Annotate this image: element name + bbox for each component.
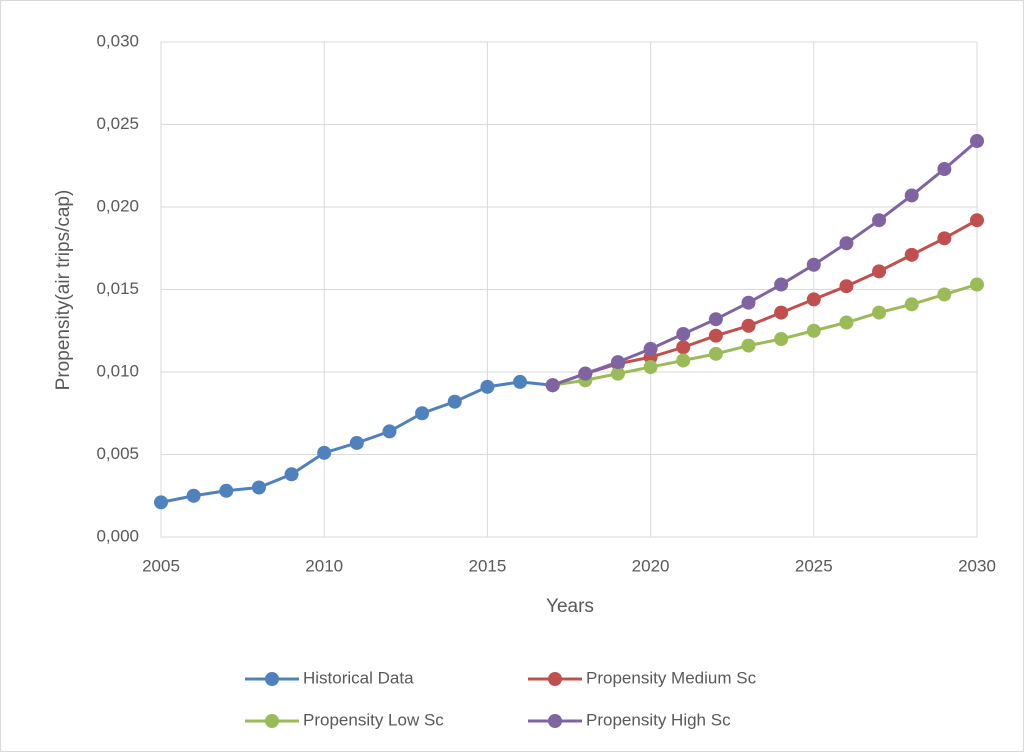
x-tick-label: 2025	[795, 556, 833, 575]
data-point	[839, 236, 854, 251]
x-tick-label: 2005	[142, 556, 180, 575]
data-point	[741, 338, 756, 353]
legend-label: Historical Data	[303, 668, 414, 687]
data-point	[447, 394, 462, 409]
legend-marker	[265, 672, 279, 686]
legend-marker	[548, 672, 562, 686]
data-point	[284, 467, 299, 482]
data-point	[708, 346, 723, 361]
data-point	[349, 435, 364, 450]
data-point	[708, 312, 723, 327]
data-point	[774, 332, 789, 346]
y-tick-label: 0,000	[96, 526, 139, 545]
legend-marker	[548, 714, 562, 728]
data-point	[970, 134, 984, 148]
data-point	[676, 327, 691, 342]
x-axis-label: Years	[546, 596, 594, 617]
data-point	[643, 360, 658, 375]
data-point	[382, 424, 397, 439]
data-point	[937, 162, 952, 177]
data-point	[904, 247, 919, 262]
data-point	[872, 264, 887, 279]
y-tick-label: 0,025	[96, 114, 139, 133]
data-point	[578, 366, 593, 381]
legend-label: Propensity Low Sc	[303, 710, 444, 729]
data-point	[970, 277, 984, 292]
data-point	[904, 188, 919, 203]
data-point	[317, 445, 332, 460]
data-point	[806, 257, 821, 272]
x-tick-label: 2010	[305, 556, 343, 575]
y-tick-label: 0,005	[96, 444, 139, 463]
y-tick-label: 0,015	[96, 279, 139, 298]
legend-marker	[265, 714, 279, 728]
data-point	[610, 366, 625, 381]
data-point	[676, 353, 691, 368]
data-point	[904, 297, 919, 312]
data-point	[154, 495, 168, 510]
data-point	[774, 305, 789, 320]
data-point	[839, 315, 854, 330]
data-point	[545, 378, 560, 393]
data-point	[480, 379, 495, 394]
data-point	[676, 340, 691, 355]
data-point	[839, 279, 854, 294]
data-point	[937, 287, 952, 302]
data-point	[806, 323, 821, 338]
data-point	[806, 292, 821, 307]
data-point	[643, 341, 658, 356]
x-tick-label: 2015	[468, 556, 506, 575]
x-tick-label: 2020	[632, 556, 670, 575]
y-tick-label: 0,010	[96, 361, 139, 380]
data-point	[251, 480, 266, 495]
data-point	[741, 295, 756, 310]
data-point	[774, 277, 789, 292]
legend-label: Propensity Medium Sc	[586, 668, 757, 687]
data-point	[872, 213, 887, 228]
data-point	[937, 231, 952, 246]
data-point	[513, 374, 528, 389]
data-point	[741, 318, 756, 333]
data-point	[970, 213, 984, 228]
y-axis-label: Propensity(air trips/cap)	[53, 190, 74, 391]
data-point	[708, 328, 723, 343]
y-tick-label: 0,020	[96, 196, 139, 215]
data-point	[415, 406, 430, 421]
y-tick-label: 0,030	[96, 31, 139, 50]
x-tick-label: 2030	[958, 556, 996, 575]
data-point	[219, 483, 234, 498]
data-point	[872, 305, 887, 320]
data-point	[610, 355, 625, 370]
legend-label: Propensity High Sc	[586, 710, 731, 729]
data-point	[186, 488, 201, 503]
